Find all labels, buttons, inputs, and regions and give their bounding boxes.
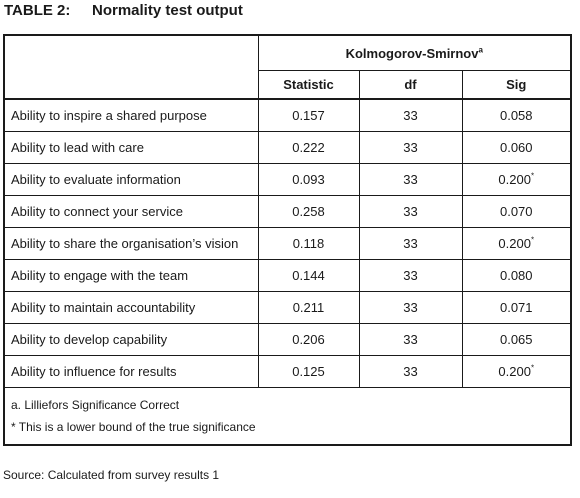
statistic-cell: 0.206 xyxy=(257,323,360,356)
row-label: Ability to influence for results xyxy=(3,355,259,388)
table-row: Ability to lead with care 0.222 33 0.060 xyxy=(3,131,572,164)
table-row: Ability to inspire a shared purpose 0.15… xyxy=(3,98,572,132)
statistic-cell: 0.144 xyxy=(257,259,360,292)
footnote-lilliefors: a. Lilliefors Significance Correct xyxy=(11,398,180,412)
sig-cell: 0.071 xyxy=(461,291,572,324)
column-header-df: df xyxy=(358,70,463,100)
header-empty-cell-lower xyxy=(3,70,259,100)
df-cell: 33 xyxy=(358,195,463,228)
group-header-footnote-marker: a xyxy=(478,45,483,55)
table-row: Ability to engage with the team 0.144 33… xyxy=(3,259,572,292)
sig-cell: 0.080 xyxy=(461,259,572,292)
table-row: Ability to develop capability 0.206 33 0… xyxy=(3,323,572,356)
column-header-statistic: Statistic xyxy=(257,70,360,100)
table-row: Ability to influence for results 0.125 3… xyxy=(3,355,572,388)
sig-cell: 0.200* xyxy=(461,227,572,260)
table-caption: Normality test output xyxy=(92,2,243,19)
sig-cell: 0.200* xyxy=(461,163,572,196)
table-footnotes: a. Lilliefors Significance Correct * Thi… xyxy=(3,387,572,446)
row-label: Ability to develop capability xyxy=(3,323,259,356)
lower-bound-marker: * xyxy=(530,171,535,181)
sig-cell: 0.058 xyxy=(461,98,572,132)
statistic-cell: 0.118 xyxy=(257,227,360,260)
sig-cell: 0.060 xyxy=(461,131,572,164)
df-cell: 33 xyxy=(358,163,463,196)
statistic-cell: 0.157 xyxy=(257,98,360,132)
df-cell: 33 xyxy=(358,323,463,356)
sig-cell: 0.200* xyxy=(461,355,572,388)
row-label: Ability to inspire a shared purpose xyxy=(3,98,259,132)
statistic-cell: 0.093 xyxy=(257,163,360,196)
source-note: Source: Calculated from survey results 1 xyxy=(3,468,220,482)
df-cell: 33 xyxy=(358,355,463,388)
df-cell: 33 xyxy=(358,131,463,164)
df-cell: 33 xyxy=(358,227,463,260)
table-row: Ability to share the organisation’s visi… xyxy=(3,227,572,260)
column-header-sig: Sig xyxy=(461,70,572,100)
statistic-cell: 0.211 xyxy=(257,291,360,324)
row-label: Ability to connect your service xyxy=(3,195,259,228)
footnotes-cell: a. Lilliefors Significance Correct * Thi… xyxy=(3,387,572,446)
table-row: Ability to connect your service 0.258 33… xyxy=(3,195,572,228)
row-label: Ability to engage with the team xyxy=(3,259,259,292)
table-title: TABLE 2: Normality test output xyxy=(4,2,243,19)
lower-bound-marker: * xyxy=(530,363,535,373)
footnote-lower-bound: * This is a lower bound of the true sign… xyxy=(11,420,256,434)
row-label: Ability to share the organisation’s visi… xyxy=(3,227,259,260)
sig-cell: 0.065 xyxy=(461,323,572,356)
header-empty-cell xyxy=(3,34,259,71)
sig-cell: 0.070 xyxy=(461,195,572,228)
df-cell: 33 xyxy=(358,98,463,132)
row-label: Ability to evaluate information xyxy=(3,163,259,196)
table-number: TABLE 2: xyxy=(4,2,71,19)
group-header-kolmogorov-smirnov: Kolmogorov-Smirnova xyxy=(257,34,572,71)
df-cell: 33 xyxy=(358,291,463,324)
df-cell: 33 xyxy=(358,259,463,292)
table-row: Ability to maintain accountability 0.211… xyxy=(3,291,572,324)
normality-test-table: Kolmogorov-Smirnova Statistic df Sig Abi… xyxy=(3,34,573,446)
table-row: Ability to evaluate information 0.093 33… xyxy=(3,163,572,196)
row-label: Ability to maintain accountability xyxy=(3,291,259,324)
statistic-cell: 0.258 xyxy=(257,195,360,228)
statistic-cell: 0.125 xyxy=(257,355,360,388)
statistic-cell: 0.222 xyxy=(257,131,360,164)
lower-bound-marker: * xyxy=(530,235,535,245)
row-label: Ability to lead with care xyxy=(3,131,259,164)
